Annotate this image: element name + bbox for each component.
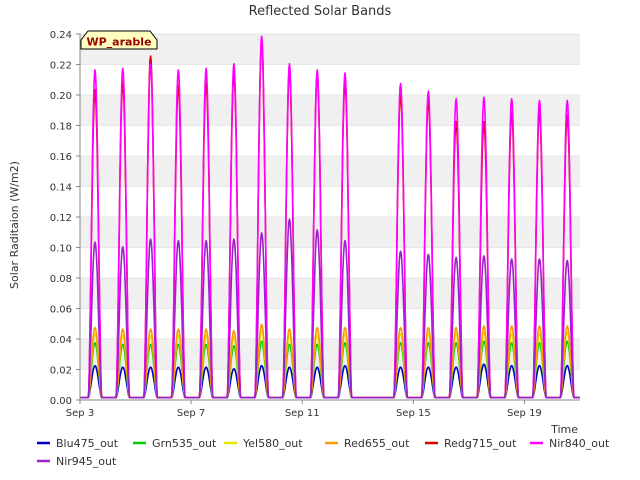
grid-band: [80, 156, 580, 187]
y-tick-label: 0.14: [50, 183, 72, 194]
x-tick-label: Sep 19: [507, 408, 542, 419]
x-tick-label: Sep 3: [66, 408, 94, 419]
legend-item: Nir840_out: [530, 437, 610, 450]
badge: WP_arable: [80, 30, 158, 50]
chart-title: Reflected Solar Bands: [249, 4, 392, 19]
y-tick-label: 0.12: [50, 213, 72, 224]
y-tick-label: 0.18: [50, 122, 72, 133]
legend-item: Yel580_out: [224, 437, 303, 450]
legend: Blu475_out Grn535_out Yel580_out Red655_out…: [37, 437, 610, 468]
badge-box: [80, 30, 158, 50]
legend-label: Blu475_out: [56, 437, 119, 450]
grid-band: [80, 339, 580, 370]
y-tick-label: 0.22: [50, 61, 72, 72]
axes: 0.00 0.02 0.04 0.06 0.08 0.10 0.12 0.14 0.16 0.18…: [50, 30, 580, 419]
plot-area: [80, 33, 580, 401]
grid-band: [80, 34, 580, 65]
legend-label: Nir840_out: [549, 437, 610, 450]
series-layer: [79, 35, 581, 399]
legend-item: Nir945_out: [37, 455, 117, 468]
grid-band: [80, 217, 580, 248]
legend-item: Redg715_out: [425, 437, 517, 450]
y-tick-label: 0.08: [50, 274, 72, 285]
y-tick-label: 0.10: [50, 244, 72, 255]
y-tick-label: 0.02: [50, 366, 72, 377]
x-axis-label: Time: [550, 423, 578, 436]
y-tick-label: 0.00: [50, 396, 72, 407]
y-tick-label: 0.20: [50, 91, 72, 102]
y-tick-label: 0.06: [50, 305, 72, 316]
legend-label: Grn535_out: [152, 437, 217, 450]
legend-item: Red655_out: [325, 437, 410, 450]
grid-band: [80, 278, 580, 309]
legend-label: Redg715_out: [444, 437, 517, 450]
legend-label: Yel580_out: [242, 437, 303, 450]
y-tick-label: 0.04: [50, 335, 72, 346]
legend-label: Red655_out: [344, 437, 410, 450]
y-tick-label: 0.24: [50, 30, 72, 41]
legend-item: Grn535_out: [133, 437, 217, 450]
legend-label: Nir945_out: [56, 455, 117, 468]
x-tick-label: Sep 15: [396, 408, 431, 419]
badge-label: WP_arable: [86, 36, 151, 49]
legend-item: Blu475_out: [37, 437, 119, 450]
y-axis-label: Solar Raditaion (W/m2): [8, 161, 21, 289]
series-line-nir945_out: [79, 218, 581, 399]
y-tick-label: 0.16: [50, 152, 72, 163]
grid-band: [80, 95, 580, 126]
x-tick-label: Sep 7: [177, 408, 205, 419]
x-tick-label: Sep 11: [285, 408, 320, 419]
